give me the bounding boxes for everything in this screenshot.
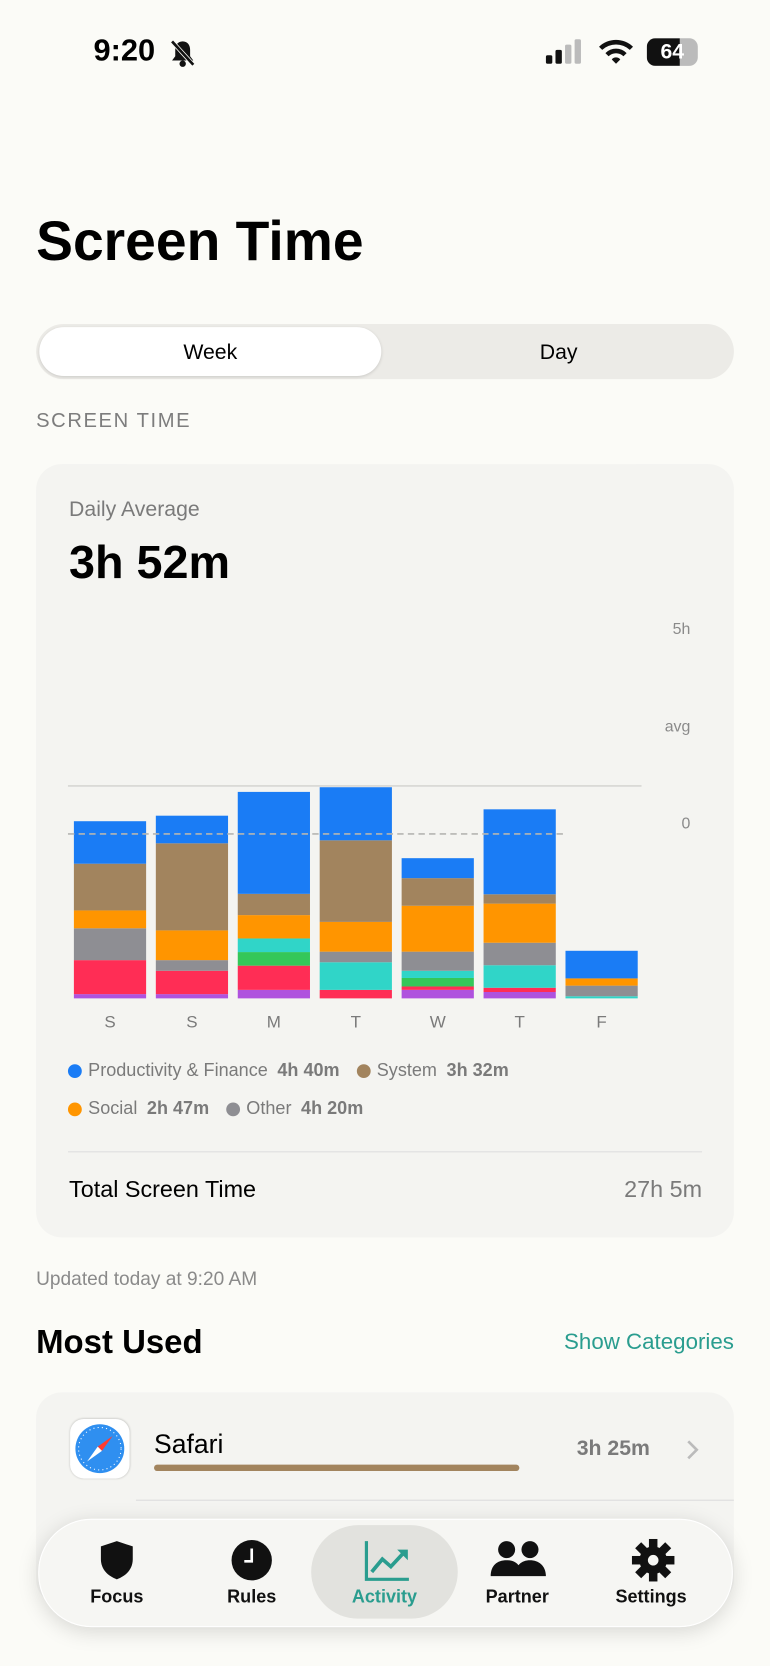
chevron: [687, 1440, 699, 1460]
legend-item: Productivity & Finance 4h 40m: [67, 1059, 340, 1082]
usage-bar: [154, 1464, 520, 1472]
tab[interactable]: Partner: [454, 1529, 581, 1625]
total-label: Total Screen Time: [69, 1175, 257, 1203]
total-value: 27h 5m: [624, 1175, 703, 1203]
average-value: 3h 52m: [69, 536, 231, 589]
updated-text: Updated today at 9:20 AM: [36, 1268, 258, 1290]
segment-label: Week: [183, 340, 238, 365]
mute-icon: [170, 39, 195, 67]
segmented-control: Week Day: [36, 323, 734, 380]
legend: Productivity & Finance 4h 40m System 3h 32m…: [67, 1059, 663, 1121]
tab[interactable]: Focus: [53, 1529, 180, 1625]
app-time: 3h 25m: [576, 1437, 650, 1461]
tab[interactable]: Activity: [321, 1529, 448, 1625]
tab-label: Settings: [615, 1586, 687, 1607]
legend-label: System: [376, 1059, 437, 1081]
divider: [135, 1499, 734, 1501]
average-label: Daily Average: [69, 498, 200, 522]
tab[interactable]: Settings: [587, 1529, 714, 1625]
section-title: Most Used: [36, 1323, 203, 1361]
legend-swatch: [67, 1063, 82, 1078]
legend-total: 2h 47m: [146, 1098, 210, 1119]
legend-swatch: [356, 1063, 371, 1078]
page-title: Screen Time: [36, 211, 364, 273]
safari-icon: [70, 1418, 130, 1479]
tab-label: Partner: [485, 1586, 549, 1607]
segment-selected[interactable]: Week: [39, 327, 382, 376]
legend-item: Social 2h 47m: [67, 1097, 210, 1120]
battery-level: 64: [660, 40, 685, 64]
segment-label: Day: [539, 340, 578, 365]
tab-label: Focus: [90, 1586, 144, 1607]
tab-label: Rules: [227, 1586, 277, 1607]
legend-item: System 3h 32m: [356, 1059, 509, 1082]
battery: 64: [646, 38, 698, 66]
legend-label: Other: [246, 1098, 292, 1119]
legend-total: 4h 20m: [301, 1098, 364, 1119]
tab-label: Activity: [351, 1586, 418, 1607]
segment[interactable]: Day: [387, 327, 731, 376]
app-name[interactable]: Safari: [154, 1429, 224, 1460]
show-categories-link[interactable]: Show Categories: [564, 1329, 734, 1355]
tab[interactable]: Rules: [188, 1529, 315, 1625]
wifi-icon: [599, 39, 634, 64]
legend-item: Other 4h 20m: [226, 1097, 363, 1120]
legend-label: Social: [88, 1098, 138, 1119]
tab-highlight: [311, 1525, 458, 1619]
legend-total: 3h 32m: [446, 1059, 509, 1081]
legend-swatch: [226, 1101, 240, 1116]
legend-swatch: [67, 1101, 82, 1116]
legend-label: Productivity & Finance: [88, 1059, 268, 1081]
signal-icon: [545, 39, 581, 64]
legend-total: 4h 40m: [277, 1059, 340, 1081]
section-label: SCREEN TIME: [36, 409, 192, 433]
status-time: 9:20: [93, 33, 156, 68]
divider: [67, 1151, 703, 1153]
